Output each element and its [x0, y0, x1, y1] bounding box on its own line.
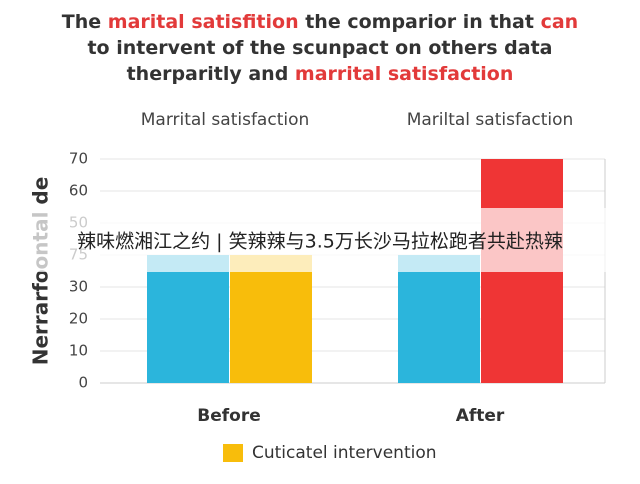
y-tick-label: 10: [69, 342, 88, 360]
y-tick-label: 60: [69, 182, 88, 200]
bar: [147, 255, 229, 383]
title-segment: marital satisfition: [108, 11, 299, 33]
title-segment: therparitly and: [127, 63, 295, 85]
x-tick-label: Before: [197, 406, 260, 426]
y-tick-label: 20: [69, 310, 88, 328]
legend-swatch: [223, 444, 243, 462]
title-segment: marrital satisfaction: [295, 63, 513, 85]
legend-label: Cuticatel intervention: [252, 443, 437, 463]
panel-title: Marrital satisfaction: [141, 110, 310, 130]
title: The marital satisfition the comparior in…: [62, 11, 578, 85]
bar: [398, 255, 480, 383]
y-tick-label: 30: [69, 278, 88, 296]
bar: [230, 255, 312, 383]
banner-text: 辣味燃湘江之约 | 笑辣辣与3.5万长沙马拉松跑者共赴热辣: [77, 231, 563, 253]
title-segment: to intervent of the scunpact on others d…: [87, 37, 552, 59]
title-segment: the comparior in that: [299, 11, 541, 33]
title-line: The marital satisfition the comparior in…: [62, 11, 578, 33]
panel-title: Mariltal satisfaction: [407, 110, 574, 130]
y-tick-label: 0: [78, 374, 88, 392]
banner-background: [0, 208, 640, 272]
x-tick-label: After: [456, 406, 505, 426]
title-line: to intervent of the scunpact on others d…: [87, 37, 552, 59]
title-segment: can: [541, 11, 579, 33]
title-line: therparitly and marrital satisfaction: [127, 63, 514, 85]
title-segment: The: [62, 11, 108, 33]
y-tick-label: 70: [69, 150, 88, 168]
